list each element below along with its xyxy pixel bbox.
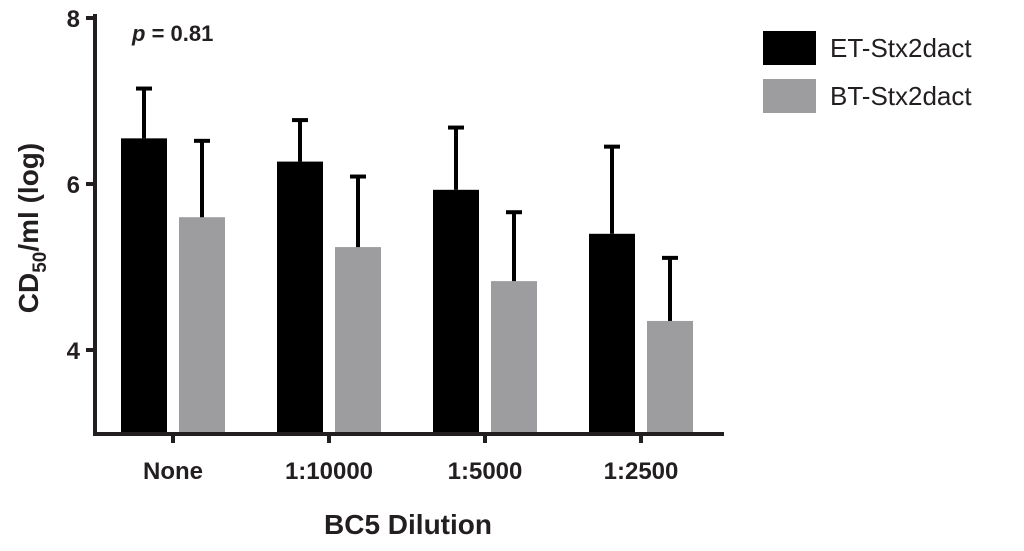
y-axis-title: CD50/ml (log) bbox=[13, 143, 51, 313]
bar-et-1 bbox=[277, 161, 323, 434]
bar-bt-0 bbox=[179, 217, 225, 434]
y-tick-label: 4 bbox=[67, 338, 81, 365]
x-category-label: 1:2500 bbox=[604, 458, 679, 485]
y-ticks: 8 6 4 bbox=[67, 6, 95, 365]
p-value-annotation: p = 0.81 bbox=[131, 21, 213, 46]
bar-bt-1 bbox=[335, 247, 381, 434]
bar-bt-3 bbox=[647, 320, 693, 434]
bar-et-2 bbox=[433, 189, 479, 434]
error-bar-group bbox=[136, 86, 678, 321]
x-ticks: None 1:10000 1:5000 1:2500 bbox=[143, 434, 678, 485]
legend-swatch-bt bbox=[763, 79, 816, 113]
x-category-label: None bbox=[143, 458, 203, 485]
x-axis-title: BC5 Dilution bbox=[324, 509, 492, 540]
bar-et-3 bbox=[589, 233, 635, 434]
y-tick-label: 8 bbox=[67, 6, 80, 33]
bar-et-0 bbox=[121, 138, 167, 434]
x-category-label: 1:5000 bbox=[448, 458, 523, 485]
legend-label-et: ET-Stx2dact bbox=[830, 33, 972, 63]
legend-label-bt: BT-Stx2dact bbox=[830, 81, 972, 111]
bar-bt-2 bbox=[491, 281, 537, 434]
bar-group bbox=[121, 138, 693, 434]
legend-swatch-et bbox=[763, 31, 816, 65]
legend: ET-Stx2dact BT-Stx2dact bbox=[763, 31, 972, 113]
x-category-label: 1:10000 bbox=[285, 458, 373, 485]
y-tick-label: 6 bbox=[67, 172, 80, 199]
